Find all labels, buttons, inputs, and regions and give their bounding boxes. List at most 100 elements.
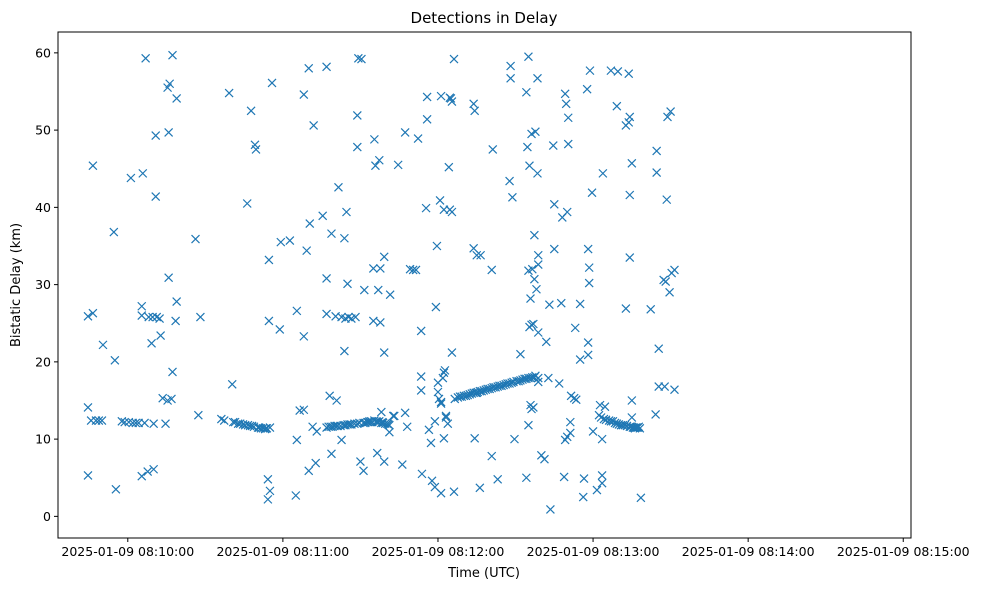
data-point-marker: [408, 265, 418, 275]
data-point-marker: [327, 229, 336, 239]
data-point-marker: [598, 168, 608, 178]
data-point-marker: [359, 466, 368, 476]
data-point-marker: [94, 416, 104, 426]
data-point-marker: [449, 487, 459, 497]
data-point-marker: [635, 423, 645, 433]
data-point-marker: [472, 250, 482, 260]
data-point-marker: [565, 417, 575, 427]
data-point-marker: [583, 338, 593, 347]
data-point-marker: [343, 279, 352, 289]
data-point-marker: [83, 471, 93, 480]
data-point-marker: [439, 368, 449, 378]
data-point-marker: [332, 396, 342, 405]
data-point-marker: [670, 385, 679, 395]
data-point-marker: [263, 494, 273, 504]
data-point-marker: [597, 478, 607, 488]
data-point-marker: [422, 92, 432, 102]
data-point-marker: [416, 372, 426, 381]
data-point-marker: [524, 420, 533, 430]
data-point-marker: [570, 323, 580, 333]
data-point-marker: [164, 128, 174, 137]
data-point-marker: [304, 63, 314, 73]
data-point-marker: [585, 66, 595, 76]
data-point-marker: [652, 168, 662, 178]
data-point-marker: [369, 134, 379, 144]
data-point-marker: [376, 407, 386, 417]
data-point-marker: [143, 467, 153, 476]
data-point-marker: [435, 195, 445, 205]
data-point-marker: [533, 250, 543, 260]
data-point-marker: [120, 417, 130, 427]
data-point-marker: [561, 99, 571, 109]
data-point-marker: [83, 311, 93, 321]
data-point-marker: [262, 423, 272, 433]
data-point-marker: [621, 304, 631, 313]
data-point-marker: [148, 312, 158, 322]
data-point-marker: [556, 298, 566, 308]
data-point-marker: [447, 97, 457, 106]
data-point-marker: [385, 290, 395, 300]
data-point-marker: [533, 328, 543, 337]
data-point-marker: [292, 435, 302, 445]
data-point-marker: [651, 409, 661, 419]
data-point-marker: [393, 160, 403, 170]
data-point-marker: [373, 285, 383, 295]
data-point-marker: [584, 263, 594, 273]
data-point-marker: [662, 195, 672, 205]
data-point-marker: [318, 211, 328, 221]
data-point-marker: [327, 449, 336, 459]
data-point-marker: [379, 457, 389, 466]
data-point-marker: [606, 66, 616, 76]
data-point-marker: [83, 403, 93, 412]
data-point-marker: [493, 474, 503, 484]
data-point-marker: [246, 106, 256, 116]
data-point-marker: [416, 386, 426, 395]
data-point-marker: [665, 287, 674, 297]
data-point-marker: [524, 52, 533, 62]
data-point-marker: [137, 311, 147, 320]
data-point-marker: [156, 331, 166, 341]
data-point-marker: [613, 66, 623, 76]
data-point-marker: [544, 300, 554, 310]
data-point-marker: [400, 128, 410, 137]
data-point-marker: [138, 168, 148, 178]
data-point-marker: [370, 161, 380, 171]
y-tick-label: 40: [35, 200, 51, 215]
data-point-marker: [432, 241, 442, 251]
data-point-marker: [265, 423, 275, 432]
data-point-marker: [525, 161, 534, 171]
data-point-marker: [368, 263, 378, 273]
data-point-marker: [344, 312, 353, 322]
data-point-marker: [413, 134, 423, 144]
data-point-marker: [441, 411, 451, 421]
data-point-marker: [510, 434, 519, 444]
data-point-marker: [137, 301, 147, 311]
data-point-marker: [402, 422, 412, 432]
data-point-marker: [438, 373, 448, 383]
data-point-marker: [172, 297, 182, 307]
data-point-marker: [560, 89, 570, 99]
data-point-marker: [88, 161, 98, 171]
data-point-marker: [309, 121, 319, 130]
data-point-marker: [540, 454, 549, 464]
data-point-marker: [126, 173, 136, 183]
data-point-marker: [151, 192, 161, 201]
data-point-marker: [632, 423, 642, 432]
data-point-marker: [265, 486, 275, 496]
x-axis-label: Time (UTC): [447, 566, 520, 581]
data-point-marker: [475, 483, 485, 493]
data-point-marker: [155, 314, 165, 324]
data-point-marker: [583, 350, 593, 360]
data-point-marker: [533, 377, 543, 387]
data-point-marker: [151, 131, 161, 140]
data-point-marker: [533, 168, 542, 178]
data-point-marker: [579, 474, 589, 483]
data-point-marker: [227, 379, 237, 389]
data-point-marker: [549, 199, 559, 209]
data-point-marker: [109, 227, 119, 237]
data-point-marker: [612, 101, 622, 111]
data-point-marker: [322, 309, 331, 319]
data-point-marker: [436, 91, 446, 101]
x-tick-label: 2025-01-09 08:11:00: [216, 544, 349, 559]
